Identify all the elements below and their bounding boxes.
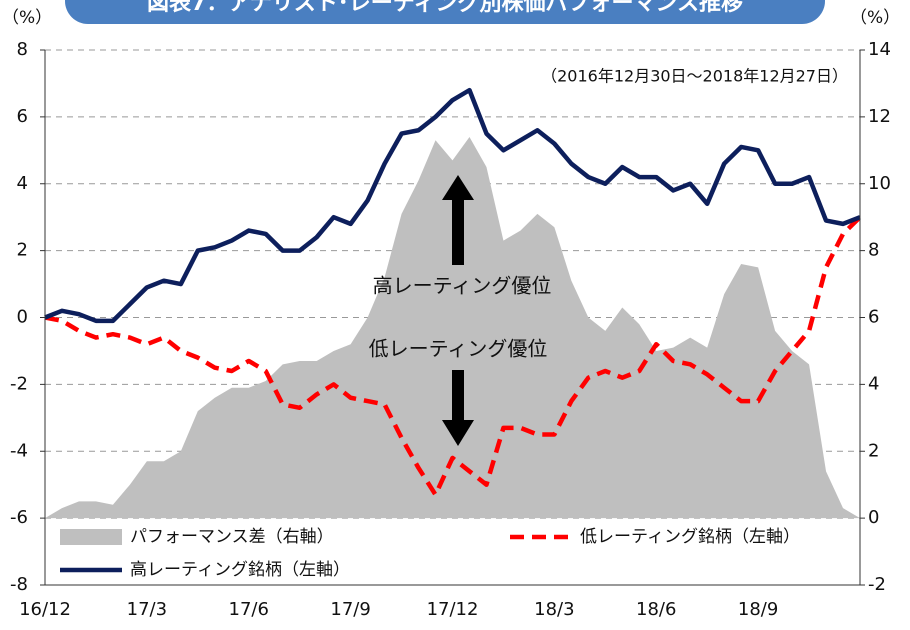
- x-tick-label: 17/9: [330, 599, 370, 620]
- y2-tick-label: 0: [868, 507, 879, 528]
- down-arrow: [442, 370, 474, 446]
- y-tick-label: 6: [17, 106, 28, 127]
- y-tick-label: -2: [10, 373, 28, 394]
- area: [45, 136, 860, 519]
- x-tick-label: 18/3: [534, 599, 574, 620]
- annotation: 高レーティング優位: [373, 274, 552, 298]
- y2-tick-label: -2: [868, 574, 886, 595]
- legend-label: 低レーティング銘柄（左軸）: [580, 527, 800, 547]
- y2-tick-label: 4: [868, 373, 879, 394]
- y-tick-label: -6: [10, 507, 28, 528]
- period-note: （2016年12月30日～2018年12月27日）: [541, 67, 848, 86]
- y2-tick-label: 8: [868, 240, 879, 261]
- y2-tick-label: 12: [868, 106, 891, 127]
- x-tick-label: 18/9: [738, 599, 778, 620]
- y-axis-unit: （%）: [2, 8, 52, 28]
- legend-label: 高レーティング銘柄（左軸）: [130, 560, 350, 580]
- y-tick-label: 4: [17, 173, 28, 194]
- x-tick-label: 17/6: [229, 599, 269, 620]
- y-tick-label: 0: [17, 307, 28, 328]
- x-tick-label: 18/6: [636, 599, 676, 620]
- y2-axis-unit: （%）: [850, 8, 900, 28]
- y2-tick-label: 2: [868, 440, 879, 461]
- chart-title: 図表7：アナリスト･レーティング別株価パフォーマンス推移: [147, 0, 743, 16]
- up-arrow: [442, 175, 474, 265]
- y2-tick-label: 6: [868, 307, 879, 328]
- x-tick-label: 17/3: [127, 599, 167, 620]
- line: [44, 215, 862, 497]
- y-tick-label: -8: [10, 574, 28, 595]
- y-tick-label: 8: [17, 39, 28, 60]
- title-banner: [65, 0, 825, 24]
- x-tick-label: 17/12: [427, 599, 479, 620]
- y2-tick-label: 10: [868, 173, 891, 194]
- y2-tick-label: 14: [868, 39, 891, 60]
- legend-swatch: [60, 529, 122, 545]
- line: [44, 87, 861, 324]
- y-tick-label: -4: [10, 440, 28, 461]
- x-tick-label: 16/12: [19, 599, 71, 620]
- y-tick-label: 2: [17, 240, 28, 261]
- legend-label: パフォーマンス差（右軸）: [130, 527, 334, 547]
- annotation: 低レーティング優位: [369, 337, 548, 361]
